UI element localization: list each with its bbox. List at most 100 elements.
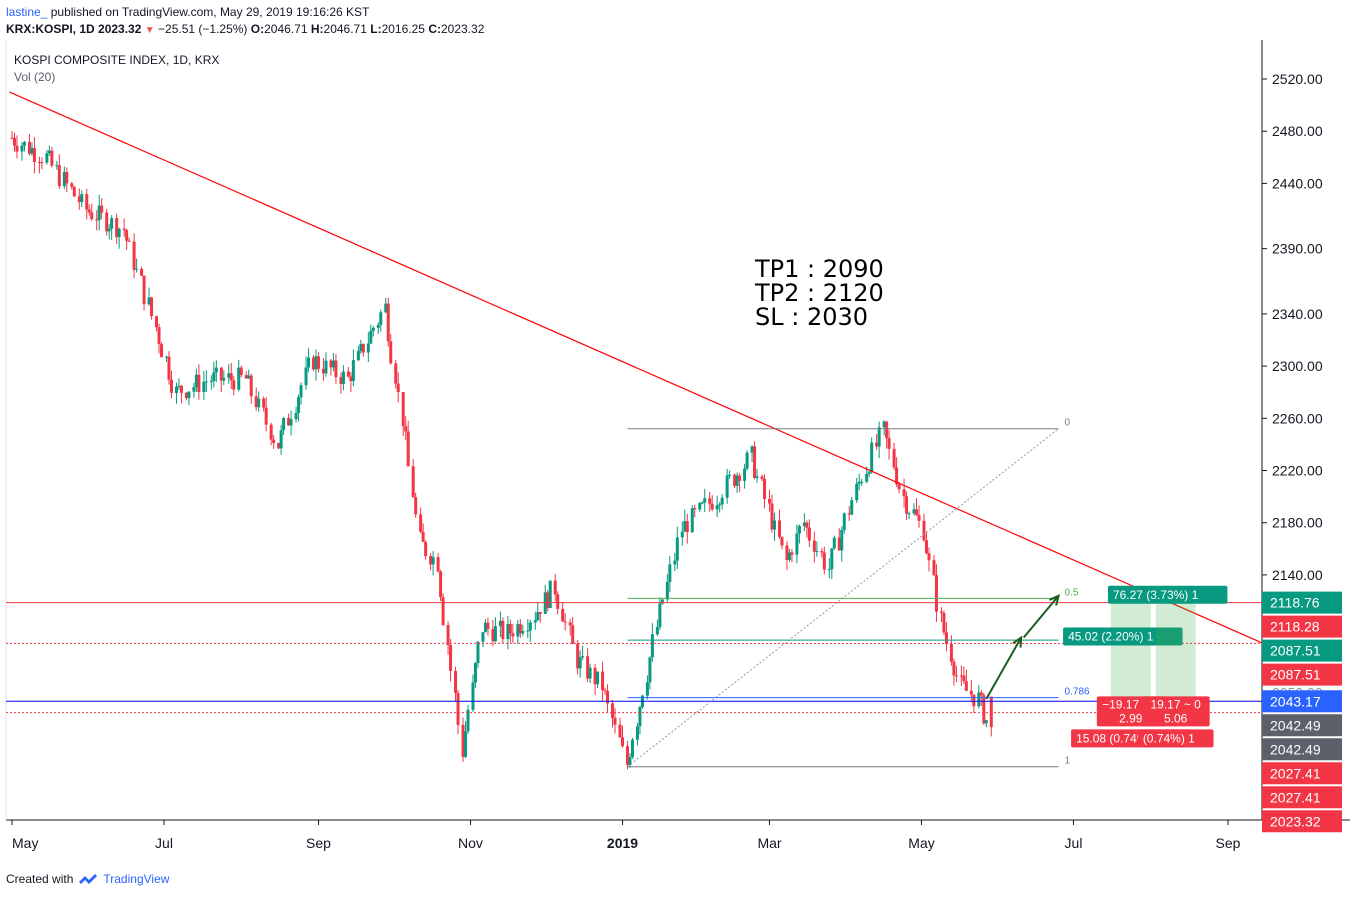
candle-body [498, 620, 502, 627]
candle-body [439, 571, 443, 598]
candle-body [892, 448, 896, 468]
target-zone[interactable] [1110, 599, 1151, 702]
price-tag[interactable] [1262, 714, 1342, 737]
candle-body [553, 580, 557, 595]
candle-body [790, 552, 794, 555]
candle-body [563, 621, 567, 623]
price-tag[interactable] [1262, 615, 1342, 638]
downtrend-line[interactable] [9, 91, 1301, 661]
candle-body [606, 690, 610, 704]
candle-body [304, 367, 308, 386]
candle-body [27, 141, 31, 154]
candle-body [85, 194, 89, 210]
candle-body [954, 675, 958, 677]
candle-body [720, 497, 724, 505]
author-link[interactable]: lastine_ [6, 5, 48, 19]
candle-body [62, 172, 66, 187]
tradingview-logo-icon [79, 874, 98, 884]
candle-body [603, 690, 607, 692]
candle-body [254, 396, 258, 408]
candle-body [369, 330, 373, 344]
candle-body [127, 240, 131, 242]
candle-body [446, 625, 450, 646]
candle-body [658, 603, 662, 628]
projection-arrow-line[interactable] [985, 637, 1023, 700]
candle-body [222, 377, 226, 381]
candle-body [546, 592, 550, 608]
candle-body [556, 594, 560, 609]
candle-body [805, 522, 809, 528]
candle-body [832, 537, 836, 549]
candle-body [77, 196, 81, 203]
candle-body [464, 731, 468, 757]
candle-body [421, 531, 425, 542]
price-tag-label: 2042.49 [1270, 717, 1321, 733]
candle-body [733, 474, 737, 486]
candle-body [287, 418, 291, 426]
candle-body [588, 667, 592, 679]
candle-body [289, 419, 293, 426]
chart-header: lastine_ published on TradingView.com, M… [0, 0, 1350, 40]
candle-body [187, 391, 191, 399]
candle-body [526, 630, 530, 632]
price-tag[interactable] [1262, 663, 1342, 686]
candle-body [959, 675, 963, 677]
candle-body [548, 580, 552, 608]
price-tag[interactable] [1262, 738, 1342, 761]
candle-body [511, 633, 515, 637]
last-price: 2023.32 [98, 22, 142, 36]
candle-body [728, 474, 732, 476]
candle-body [299, 385, 303, 398]
down-arrow-icon: ▼ [144, 25, 155, 36]
candle-body [977, 692, 981, 707]
candle-body [690, 508, 694, 533]
candle-body [194, 374, 198, 388]
candle-body [738, 475, 742, 481]
price-chart[interactable]: KOSPI COMPOSITE INDEX, 1D, KRX Vol (20) 25… [0, 40, 1350, 860]
low-label: L: [370, 22, 382, 36]
candle-body [227, 373, 231, 378]
candle-body [401, 392, 405, 427]
fib-diagonal-line [627, 428, 1059, 768]
candle-body [770, 503, 774, 530]
candle-body [476, 641, 480, 664]
candle-body [949, 644, 953, 662]
tradingview-brand[interactable]: TradingView [103, 872, 170, 886]
candle-body [611, 703, 615, 718]
target-zone[interactable] [1155, 599, 1196, 702]
candle-body [142, 275, 146, 305]
candle-body [867, 471, 871, 474]
candle-body [743, 468, 747, 481]
candle-body [419, 514, 423, 532]
stop-ratio-label: 2.99 [1119, 711, 1143, 725]
projection-arrow-line[interactable] [1022, 595, 1060, 639]
candle-body [140, 268, 144, 276]
candle-body [184, 392, 188, 399]
y-tick-label: 2260.00 [1272, 410, 1323, 426]
fib-level-label: 0.5 [1065, 587, 1079, 598]
candle-body [47, 150, 51, 154]
target-label: 45.02 (2.20%) 1 [1068, 630, 1154, 644]
candle-body [376, 324, 380, 328]
price-tag[interactable] [1262, 786, 1342, 809]
price-tag[interactable] [1262, 690, 1342, 713]
candle-body [473, 663, 477, 683]
y-tick-label: 2440.00 [1272, 175, 1323, 191]
candle-body [247, 375, 251, 379]
candle-body [197, 374, 201, 392]
candle-body [777, 520, 781, 537]
x-tick-label: Mar [757, 835, 781, 851]
candle-body [648, 657, 652, 683]
price-tag[interactable] [1262, 762, 1342, 785]
volume-indicator-label: Vol (20) [14, 70, 55, 84]
price-tag[interactable] [1262, 639, 1342, 662]
candle-body [982, 695, 986, 724]
candle-body [962, 675, 966, 682]
candle-body [491, 629, 495, 642]
candle-body [725, 475, 729, 498]
price-tag[interactable] [1262, 591, 1342, 614]
candle-body [272, 439, 276, 444]
candle-body [847, 513, 851, 515]
price-tag[interactable] [1262, 810, 1342, 833]
x-tick-label: Nov [458, 835, 483, 851]
